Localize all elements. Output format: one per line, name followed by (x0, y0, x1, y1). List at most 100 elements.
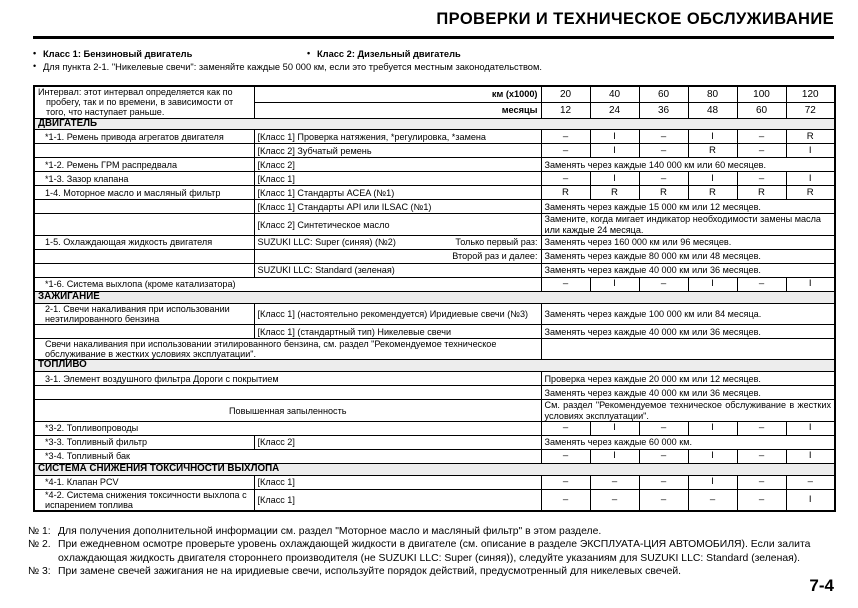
interval-mark-5: I (785, 276, 836, 292)
row-interval-note: Заменять через каждые 100 000 км или 84 … (540, 302, 836, 326)
row-item-name (33, 199, 255, 215)
table-row: [Класс 2] Зубчатый ремень – I – R – I (33, 143, 836, 159)
row-item-name (33, 324, 255, 340)
table-row: 2-1. Свечи накаливания при использовании… (33, 302, 836, 326)
table-row: Повышенная запыленность См. раздел "Реком… (33, 399, 836, 422)
table-row: [Класс 1] Стандарты API или ILSAC (№1) За… (33, 199, 836, 215)
interval-mark-4: – (736, 171, 787, 187)
interval-mark-2: – (638, 474, 689, 490)
section-header-0: ДВИГАТЕЛЬ (33, 117, 836, 131)
interval-mark-5: – (785, 474, 836, 490)
row-item-name: *1-1. Ремень привода агрегатов двигателя (33, 129, 255, 145)
interval-mark-1: I (589, 276, 640, 292)
row-interval-note: Заменять через каждые 15 000 км или 12 м… (540, 199, 836, 215)
page-number: 7-4 (809, 576, 834, 595)
footnote-2: № 2. При ежедневном осмотре проверьте ур… (28, 538, 838, 565)
interval-mark-4: – (736, 488, 787, 512)
table-row: *1-2. Ремень ГРМ распредвала [Класс 2] Зам… (33, 157, 836, 173)
row-item-spec: [Класс 2] Синтетическое масло (253, 213, 542, 236)
row-item-name: 1-4. Моторное масло и масляный фильтр (33, 185, 255, 201)
row-interval-note: Замените, когда мигает индикатор необход… (540, 213, 836, 236)
interval-mark-0: – (540, 143, 591, 159)
section-header-3: СИСТЕМА СНИЖЕНИЯ ТОКСИЧНОСТИ ВЫХЛОПА (33, 462, 836, 476)
interval-mark-1: I (589, 171, 640, 187)
row-item-spec: SUZUKI LLC: Super (синяя) (№2) Только пер… (253, 234, 542, 250)
row-item-name (33, 248, 255, 264)
row-item-name: *1-6. Система выхлопа (кроме катализатор… (33, 276, 542, 292)
interval-mark-5: I (785, 448, 836, 464)
table-row: [Класс 2] Синтетическое масло Замените, к… (33, 213, 836, 236)
footnote-1-label: № 1: (28, 526, 51, 537)
table-row: [Класс 1] (стандартный тип) Никелевые св… (33, 324, 836, 340)
row-item-name: *4-2. Система снижения токсичности выхло… (33, 488, 255, 512)
section-title: ДВИГАТЕЛЬ (33, 117, 836, 131)
row-item-spec: [Класс 1] (настоятельно рекомендуется) И… (253, 302, 542, 326)
interval-mark-5: R (785, 185, 836, 201)
interval-mark-4: – (736, 448, 787, 464)
interval-mark-5: I (785, 143, 836, 159)
table-row: Свечи накаливания при использовании этил… (33, 338, 836, 361)
row-item-name: *1-2. Ремень ГРМ распредвала (33, 157, 255, 173)
month-value-3: 48 (687, 101, 738, 119)
row-item-name: 3-1. Элемент воздушного фильтра Дороги с… (33, 371, 542, 387)
interval-mark-0: – (540, 474, 591, 490)
row-item-spec: [Класс 1] (253, 488, 542, 512)
interval-mark-4: R (736, 185, 787, 201)
row-item-name: 1-5. Охлаждающая жидкость двигателя (33, 234, 255, 250)
table-row: 1-5. Охлаждающая жидкость двигателя SUZUK… (33, 234, 836, 250)
interval-mark-5: R (785, 129, 836, 145)
row-item-name: *3-3. Топливный фильтр (33, 434, 255, 450)
interval-mark-1: – (589, 474, 640, 490)
interval-mark-0: – (540, 448, 591, 464)
section-title: ТОПЛИВО (33, 359, 836, 373)
row-item-name (33, 262, 255, 278)
interval-mark-2: – (638, 420, 689, 436)
km-value-3: 80 (687, 85, 738, 103)
interval-km-row: Интервал: этот интервал определяется как… (33, 85, 836, 119)
row-item-spec: [Класс 2] (253, 157, 542, 173)
table-row: *4-2. Система снижения токсичности выхло… (33, 488, 836, 512)
row-interval-note: Заменять через каждые 40 000 км или 36 м… (540, 262, 836, 278)
row-item-name: *3-2. Топливопроводы (33, 420, 542, 436)
row-item-name: 2-1. Свечи накаливания при использовании… (33, 302, 255, 326)
interval-mark-2: – (638, 448, 689, 464)
footnote-3: № 3: При замене свечей зажигания не на и… (28, 565, 838, 578)
row-item-name: *4-1. Клапан PCV (33, 474, 255, 490)
interval-mark-4: – (736, 474, 787, 490)
section-header-1: ЗАЖИГАНИЕ (33, 290, 836, 304)
unit-months-label: месяцы (253, 101, 542, 119)
table-row: SUZUKI LLC: Standard (зеленая) Заменять ч… (33, 262, 836, 278)
table-row: *4-1. Клапан PCV [Класс 1] – – – I – – (33, 474, 836, 490)
interval-mark-5: I (785, 171, 836, 187)
unit-km-label: км (х1000) (253, 85, 542, 103)
interval-mark-1: I (589, 420, 640, 436)
km-value-1: 40 (589, 85, 640, 103)
bullet-class1: Класс 1: Бензиновый двигатель (33, 48, 192, 59)
interval-mark-0: – (540, 171, 591, 187)
interval-mark-3: I (687, 474, 738, 490)
interval-mark-1: I (589, 129, 640, 145)
footnote-2-label: № 2. (28, 539, 51, 551)
page-title: ПРОВЕРКИ И ТЕХНИЧЕСКОЕ ОБСЛУЖИВАНИЕ (436, 10, 834, 28)
row-item-spec: [Класс 2] Зубчатый ремень (253, 143, 542, 159)
row-item-name: Свечи накаливания при использовании этил… (33, 338, 542, 361)
footnote-2-text: При ежедневном осмотре проверьте уровень… (58, 539, 811, 564)
km-value-4: 100 (736, 85, 787, 103)
interval-mark-1: – (589, 488, 640, 512)
interval-mark-0: – (540, 129, 591, 145)
title-divider (33, 36, 834, 39)
interval-mark-2: – (638, 129, 689, 145)
interval-mark-4: – (736, 276, 787, 292)
footnotes: № 1: Для получения дополнительной информ… (28, 525, 838, 578)
row-item-name: *1-3. Зазор клапана (33, 171, 255, 187)
km-value-5: 120 (785, 85, 836, 103)
table-row: Второй раз и далее: Заменять через каждые… (33, 248, 836, 264)
bullet-class2: Класс 2: Дизельный двигатель (307, 48, 461, 59)
month-value-5: 72 (785, 101, 836, 119)
row-item-name (33, 385, 542, 401)
footnote-1: № 1: Для получения дополнительной информ… (28, 525, 838, 538)
interval-mark-0: – (540, 420, 591, 436)
row-item-spec: [Класс 2] (253, 434, 542, 450)
row-item-spec: SUZUKI LLC: Standard (зеленая) (253, 262, 542, 278)
interval-mark-4: – (736, 143, 787, 159)
